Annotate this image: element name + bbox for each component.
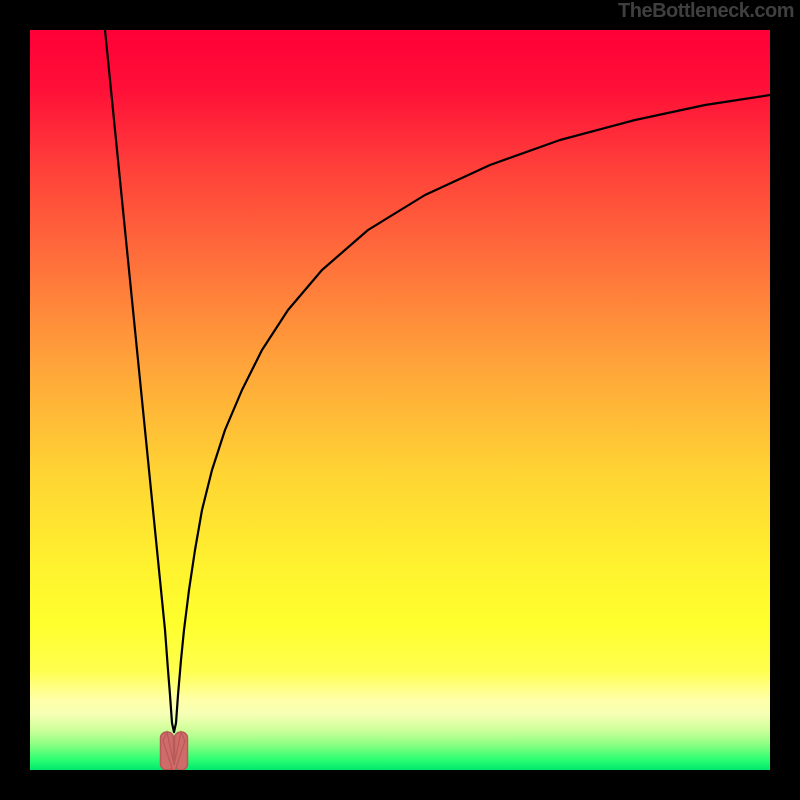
- watermark-text: TheBottleneck.com: [618, 0, 794, 23]
- bottom-mark-group: [161, 732, 188, 770]
- bottleneck-curve: [105, 30, 770, 732]
- chart-frame: TheBottleneck.com: [0, 0, 800, 800]
- curve-layer: [30, 30, 770, 770]
- plot-area: [30, 30, 770, 770]
